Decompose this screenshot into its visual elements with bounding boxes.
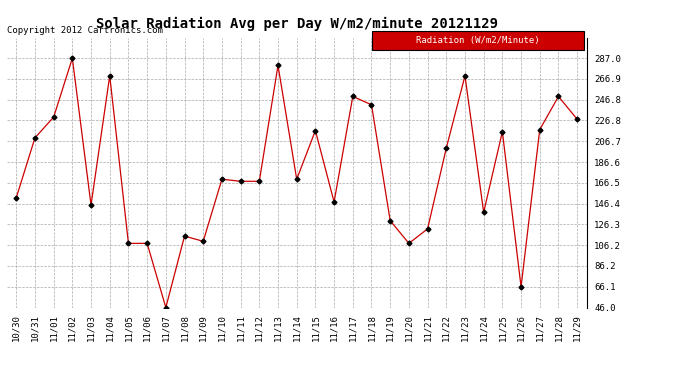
Text: Solar Radiation Avg per Day W/m2/minute 20121129: Solar Radiation Avg per Day W/m2/minute … [96, 17, 497, 31]
FancyBboxPatch shape [372, 31, 584, 50]
Text: Copyright 2012 Cartronics.com: Copyright 2012 Cartronics.com [7, 26, 163, 35]
Text: Radiation (W/m2/Minute): Radiation (W/m2/Minute) [416, 36, 540, 45]
